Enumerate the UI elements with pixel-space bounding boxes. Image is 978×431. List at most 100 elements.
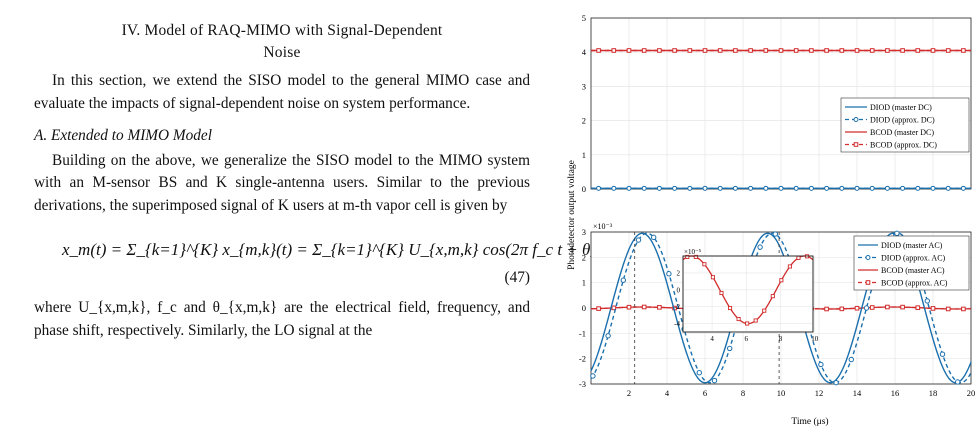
bottom-x-tick-label: 4 [665, 388, 670, 398]
inset-x-tick-label: 6 [745, 335, 749, 343]
bottom-x-tick-label: 8 [741, 388, 745, 398]
top-diod-marker [793, 185, 799, 191]
top-bcod-marker [915, 48, 921, 53]
top-y-tick-label: 3 [582, 81, 586, 91]
photodetector-figure: 0 1 2 3 4 5 DIOD (master DC) DIOD (approx. DC) B… [567, 13, 975, 427]
bottom-x-tick-label: 16 [891, 388, 900, 398]
top-legend-label: BCOD (approx. DC) [870, 141, 937, 150]
bottom-bcod-marker [657, 305, 662, 310]
bottom-legend-label: DIOD (master AC) [881, 241, 943, 250]
inset-bcod-marker [719, 290, 724, 296]
top-y-tick-label: 5 [582, 13, 586, 23]
inset-x-tick-label: 4 [710, 335, 714, 343]
bottom-y-tick-label: 3 [582, 227, 586, 237]
top-diod-marker [763, 185, 769, 191]
section-heading-line2: Noise [263, 44, 301, 61]
top-bcod-marker [717, 48, 723, 53]
inset-y-exponent: ×10⁻⁵ [684, 248, 702, 256]
bottom-bcod-marker [641, 304, 647, 310]
bottom-bcod-marker [869, 305, 875, 310]
inset-bcod-marker [736, 316, 741, 322]
bottom-diod-marker [939, 351, 946, 357]
inset-bcod-marker [745, 321, 750, 326]
top-bcod-marker [824, 48, 829, 53]
top-bcod-marker [596, 48, 601, 53]
top-diod-marker [732, 185, 738, 191]
inset-y-tick-label: -4 [674, 320, 680, 328]
bottom-x-tick-label: 20 [967, 388, 976, 398]
bottom-bcod-marker [915, 305, 921, 310]
top-diod-marker [596, 185, 602, 191]
inset-plot-frame [682, 255, 814, 333]
bottom-bcod-marker [596, 306, 601, 311]
bottom-bcod-marker [885, 304, 890, 310]
top-bcod-marker [885, 48, 890, 53]
inset-bcod-marker [685, 254, 690, 260]
top-bcod-marker [748, 48, 753, 53]
section-heading-line1: IV. Model of RAQ-MIMO with Signal-Depend… [121, 22, 443, 39]
bottom-bcod-marker [961, 306, 966, 312]
bottom-x-tick-label: 6 [703, 388, 707, 398]
bottom-bcod-marker [930, 306, 936, 311]
bottom-bcod-marker [824, 306, 829, 312]
top-diod-marker [672, 185, 678, 191]
bottom-y-exponent: ×10⁻³ [593, 222, 613, 231]
bottom-y-tick-label: -2 [579, 354, 586, 364]
top-bcod-marker [945, 48, 951, 53]
bottom-bcod-marker [626, 304, 632, 310]
top-legend-marker [853, 117, 859, 122]
top-bcod-marker [657, 48, 662, 53]
top-bcod-marker [869, 48, 875, 53]
top-diod-marker [717, 185, 723, 191]
top-bcod-marker [793, 48, 799, 53]
bottom-legend-marker [865, 255, 871, 260]
bottom-legend-label: BCOD (master AC) [881, 266, 945, 275]
inset-bcod-marker [762, 308, 767, 313]
body-paragraph-1: Building on the above, we generalize the… [34, 151, 530, 214]
bottom-diod-marker [666, 271, 672, 277]
top-diod-marker [930, 185, 936, 191]
bottom-diod-marker [757, 244, 763, 250]
y-axis-label: Photodetector output voltage [567, 160, 577, 270]
top-bcod-marker [626, 48, 632, 53]
inset-y-tick-label: 0 [677, 286, 681, 294]
top-legend-label: DIOD (approx. DC) [870, 116, 935, 125]
bottom-bcod-marker [900, 304, 905, 310]
bottom-diod-marker [590, 373, 596, 379]
inset-bcod-marker [702, 262, 707, 267]
bottom-plot-frame [590, 231, 972, 385]
inset-y-tick-label: 2 [677, 269, 681, 277]
bottom-diod-marker [635, 237, 642, 243]
top-subplot-dc: 0 1 2 3 4 5 DIOD (master DC) DIOD (approx. DC) B… [582, 13, 972, 194]
top-bcod-marker [611, 48, 617, 53]
top-diod-marker [869, 185, 875, 191]
bottom-y-tick-label: 1 [582, 278, 586, 288]
bottom-x-tick-label: 2 [627, 388, 631, 398]
top-diod-marker [808, 185, 814, 191]
bottom-legend-marker [865, 280, 871, 285]
top-bcod-marker [839, 48, 845, 53]
top-diod-marker [748, 185, 754, 191]
bottom-diod-marker [605, 333, 611, 339]
bottom-y-tick-label: 0 [582, 303, 586, 313]
paper-text-column: IV. Model of RAQ-MIMO with Signal-Depend… [34, 0, 658, 342]
top-bcod-marker [733, 48, 738, 53]
x-axis-label: Time (μs) [791, 416, 828, 427]
top-diod-marker [945, 185, 951, 191]
inset-x-tick-label: 8 [779, 335, 783, 343]
top-diod-marker [687, 185, 693, 191]
top-diod-marker [656, 185, 662, 191]
top-bcod-marker [641, 48, 647, 53]
bottom-diod-marker [848, 356, 854, 363]
top-bcod-marker [763, 48, 769, 53]
top-bcod-marker [672, 48, 677, 53]
bottom-bcod-marker [945, 306, 951, 312]
bottom-y-tick-label: -3 [579, 379, 586, 389]
inset-y-tick-label: -2 [674, 303, 680, 311]
top-bcod-marker [854, 48, 860, 53]
bottom-diod-marker [711, 377, 718, 384]
top-legend-label: DIOD (master DC) [870, 103, 932, 112]
bottom-diod-marker [863, 305, 870, 311]
bottom-bcod-marker [854, 305, 860, 311]
